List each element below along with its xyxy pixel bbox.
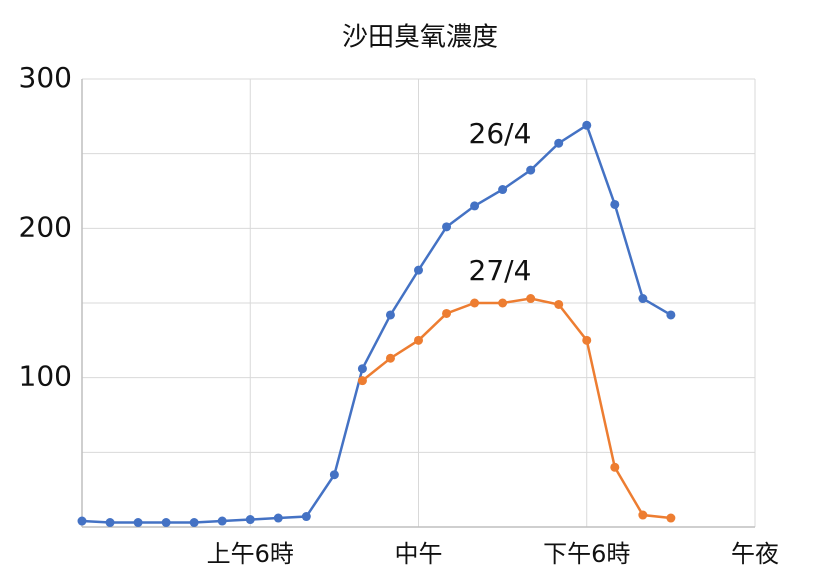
data-point <box>666 310 676 320</box>
data-point <box>582 120 592 130</box>
data-point <box>498 298 508 308</box>
data-point <box>470 201 480 211</box>
data-point <box>582 335 592 345</box>
x-tick-label: 上午6時 <box>207 540 294 568</box>
data-point <box>666 513 676 523</box>
chart-title: 沙田臭氧濃度 <box>342 23 498 53</box>
data-point <box>105 518 115 528</box>
data-point <box>217 516 227 526</box>
data-point <box>610 199 620 209</box>
data-point <box>414 335 423 345</box>
data-point <box>77 516 87 526</box>
data-point <box>357 376 367 386</box>
data-point <box>385 310 395 320</box>
data-point <box>470 298 480 308</box>
y-tick-label: 200 <box>19 210 72 243</box>
series-label: 27/4 <box>469 254 532 287</box>
data-point <box>638 510 648 520</box>
x-tick-label: 中午 <box>395 540 443 568</box>
data-point <box>385 353 395 363</box>
series-label: 26/4 <box>469 117 532 150</box>
data-point <box>638 294 648 304</box>
data-point <box>554 299 564 309</box>
data-point <box>161 518 171 528</box>
data-point <box>526 165 536 175</box>
data-point <box>357 364 367 374</box>
series-line <box>361 297 672 520</box>
data-point <box>498 185 508 195</box>
data-point <box>273 513 283 523</box>
data-point <box>610 462 620 472</box>
data-point <box>414 265 423 275</box>
data-point <box>442 222 452 232</box>
x-tick-label: 下午6時 <box>543 540 630 568</box>
data-point <box>554 138 564 148</box>
data-point <box>526 294 536 304</box>
data-point <box>301 512 311 522</box>
y-tick-label: 100 <box>19 360 72 393</box>
data-point <box>133 518 143 528</box>
x-tick-label: 午夜 <box>731 540 779 568</box>
series-line <box>81 123 672 524</box>
data-point <box>189 518 199 528</box>
y-tick-label: 300 <box>19 61 72 94</box>
data-point <box>329 470 339 480</box>
data-point <box>245 515 255 525</box>
data-point <box>442 308 452 318</box>
